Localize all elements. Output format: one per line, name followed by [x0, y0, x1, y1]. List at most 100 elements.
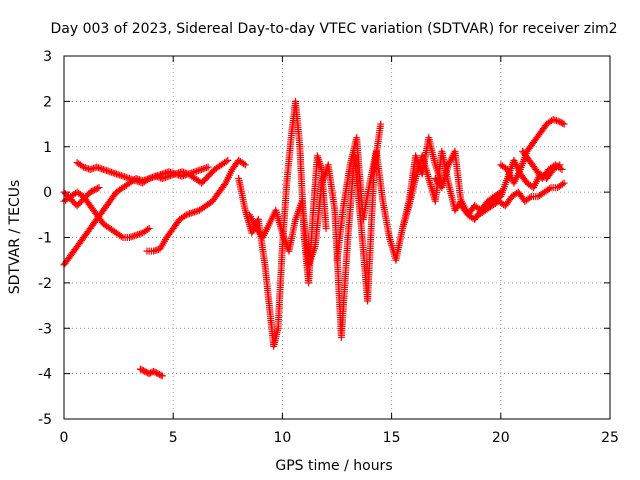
interp-markers	[539, 167, 552, 181]
interp-markers	[61, 253, 73, 267]
interp-markers	[557, 119, 567, 127]
chart-title: Day 003 of 2023, Sidereal Day-to-day VTE…	[51, 21, 618, 37]
interp-markers	[114, 185, 125, 195]
interp-markers	[340, 163, 354, 208]
interp-markers	[170, 217, 183, 231]
interp-markers	[75, 160, 86, 170]
interp-markers	[101, 166, 112, 175]
interp-markers	[309, 154, 321, 217]
interp-markers	[108, 226, 119, 236]
interp-markers	[223, 167, 235, 185]
interp-markers	[466, 212, 477, 222]
interp-markers	[392, 227, 406, 262]
interp-markers	[216, 181, 229, 195]
interp-markers	[164, 226, 176, 240]
interp-markers	[160, 168, 171, 177]
interp-markers	[101, 221, 112, 231]
interp-markers	[522, 194, 534, 204]
interp-markers	[160, 173, 171, 182]
interp-markers	[75, 199, 84, 208]
data-point	[95, 184, 103, 192]
interp-markers	[74, 235, 87, 249]
interp-markers	[537, 122, 550, 136]
y-tick-label: -1	[38, 231, 52, 247]
interp-markers	[88, 187, 97, 195]
y-tick-label: 1	[43, 140, 52, 156]
interp-markers	[549, 184, 559, 192]
interp-markers	[520, 149, 532, 163]
interp-markers	[147, 173, 158, 182]
interp-markers	[190, 207, 202, 216]
interp-markers	[61, 190, 71, 199]
interp-markers	[193, 166, 204, 175]
interp-markers	[204, 198, 215, 209]
interp-markers	[247, 213, 259, 230]
interp-markers	[406, 177, 419, 208]
data-point	[322, 224, 330, 232]
interp-markers	[166, 171, 178, 180]
interp-markers	[140, 226, 152, 236]
interp-markers	[236, 157, 248, 168]
interp-markers	[87, 203, 100, 217]
interp-markers	[419, 154, 432, 180]
interp-markers	[364, 168, 378, 303]
interp-markers	[399, 204, 412, 230]
interp-markers	[151, 245, 162, 255]
interp-markers	[145, 247, 155, 255]
interp-markers	[68, 244, 80, 258]
interp-markers	[83, 190, 93, 199]
interp-markers	[235, 177, 249, 212]
interp-markers	[261, 263, 273, 307]
interp-markers	[155, 370, 165, 379]
interp-markers	[283, 136, 295, 185]
interp-markers	[451, 149, 465, 208]
interp-markers	[121, 173, 132, 182]
interp-markers	[108, 168, 119, 177]
interp-markers	[379, 199, 393, 239]
interp-markers	[81, 164, 93, 173]
interp-markers	[338, 236, 352, 339]
interp-markers	[531, 131, 543, 145]
interp-markers	[518, 171, 530, 186]
interp-markers	[360, 181, 373, 221]
data-point	[560, 179, 568, 187]
interp-markers	[212, 162, 224, 172]
interp-markers	[140, 176, 152, 186]
interp-markers	[70, 199, 80, 208]
interp-markers	[511, 167, 524, 185]
sat-trace-l	[497, 116, 568, 187]
interp-markers	[62, 194, 73, 204]
interp-markers	[107, 190, 119, 204]
interp-markers	[292, 100, 304, 149]
interp-markers	[542, 185, 553, 195]
sat-trace-e	[136, 365, 166, 380]
interp-markers	[173, 168, 184, 177]
y-tick-label: -5	[38, 412, 52, 428]
interp-markers	[525, 180, 536, 190]
y-tick-label: -4	[38, 367, 52, 383]
interp-markers	[260, 222, 272, 240]
x-tick-label: 20	[492, 430, 510, 446]
interp-markers	[75, 189, 86, 200]
sat-trace-b	[73, 159, 212, 187]
interp-markers	[459, 203, 471, 217]
plot-frame	[63, 55, 611, 420]
interp-markers	[311, 181, 325, 248]
sat-trace-h	[246, 120, 385, 341]
interp-markers	[197, 203, 208, 213]
interp-markers	[121, 234, 131, 241]
interp-markers	[87, 217, 100, 231]
interp-markers	[544, 167, 556, 181]
interp-markers	[502, 194, 515, 208]
interp-markers	[373, 149, 387, 203]
interp-markers	[199, 164, 211, 173]
x-axis-label: GPS time / hours	[275, 458, 392, 474]
interp-markers	[536, 189, 547, 200]
y-tick-label: -2	[38, 276, 52, 292]
interp-markers	[274, 245, 286, 330]
x-tick-label: 10	[273, 430, 291, 446]
interp-markers	[134, 230, 145, 239]
interp-markers	[445, 181, 458, 212]
interp-markers	[92, 184, 101, 193]
interp-markers	[438, 163, 452, 190]
